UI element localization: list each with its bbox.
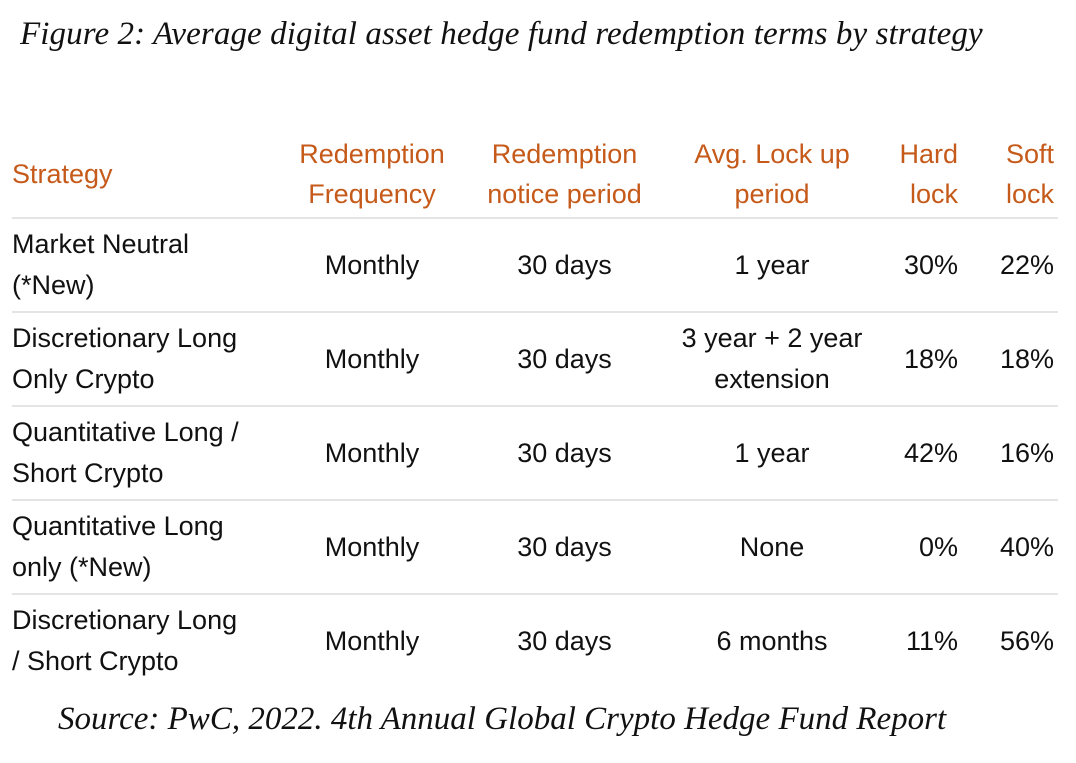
cell-lock-up-period: 1 year [667,218,877,313]
header-line: period [734,179,810,209]
strategy-line: (*New) [12,270,95,300]
header-hard-lock: Hard lock [877,131,962,219]
cell-frequency: Monthly [282,500,462,595]
header-line: Redemption [491,139,638,169]
cell-lock-up-period: 6 months [667,594,877,687]
strategy-line: Discretionary Long [12,323,238,353]
lockup-line: extension [714,364,830,394]
strategy-line: Discretionary Long [12,605,238,635]
cell-frequency: Monthly [282,406,462,501]
figure-title: Figure 2: Average digital asset hedge fu… [20,16,983,52]
strategy-line: Only Crypto [12,364,155,394]
header-avg-lock-up-period: Avg. Lock up period [667,131,877,219]
cell-soft-lock: 56% [999,625,1054,656]
cell-notice-period: 30 days [462,500,667,595]
header-soft-lock: Soft lock [962,131,1058,219]
strategy-line: only (*New) [12,552,152,582]
header-row: Strategy Redemption Frequency Redemption… [12,131,1058,219]
cell-notice-period: 30 days [462,406,667,501]
lockup-line: 1 year [734,249,810,280]
table-row: Quantitative Long / Short Crypto Monthly… [12,406,1058,501]
cell-strategy: Discretionary Long / Short Crypto [12,594,282,687]
header-strategy-line-1: Strategy [12,159,113,189]
table-row: Discretionary Long Only Crypto Monthly 3… [12,312,1058,407]
cell-hard-lock: 18% [877,312,962,407]
cell-hard-lock: 11% [905,625,958,656]
header-strategy: Strategy [12,131,282,219]
redemption-terms-table: Strategy Redemption Frequency Redemption… [12,131,1058,687]
header-line: Redemption [299,139,445,169]
cell-soft-lock: 16% [962,406,1058,501]
header-redemption-frequency: Redemption Frequency [282,131,462,219]
cell-soft-lock: 18% [962,312,1058,407]
header-line: lock [1005,179,1054,209]
source-citation: Source: PwC, 2022. 4th Annual Global Cry… [58,701,947,737]
cell-lock-up-period: 3 year + 2 year extension [667,312,877,407]
cell-soft-lock: 40% [962,500,1058,595]
cell-soft-lock: 22% [962,218,1058,313]
cell-notice-period: 30 days [517,625,612,656]
cell-lock-up-period: 1 year [667,406,877,501]
header-line: Frequency [308,179,436,209]
lockup-line: 3 year + 2 year [681,323,863,353]
strategy-line: Quantitative Long / [12,417,239,447]
cell-frequency: Monthly [324,625,420,656]
table-header: Strategy Redemption Frequency Redemption… [12,131,1058,219]
cell-frequency: Monthly [282,218,462,313]
table-row: Market Neutral (*New) Monthly 30 days 1 … [12,218,1058,313]
table-body: Market Neutral (*New) Monthly 30 days 1 … [12,218,1058,687]
cell-strategy: Quantitative Long / Short Crypto [12,406,282,501]
header-line: notice period [487,179,642,209]
header-redemption-notice-period: Redemption notice period [462,131,667,219]
cell-notice-period: 30 days [462,218,667,313]
table-row: Quantitative Long only (*New) Monthly 30… [12,500,1058,595]
cell-hard-lock: 42% [877,406,962,501]
lockup-line: 1 year [734,437,810,468]
cell-strategy: Market Neutral (*New) [12,218,282,313]
lockup-line: None [739,531,805,562]
lockup-line: 6 months [716,625,828,656]
cell-frequency: Monthly [282,312,462,407]
strategy-line: Quantitative Long [12,511,224,541]
header-line: Avg. Lock up [694,139,850,169]
strategy-line: / Short Crypto [12,646,179,676]
header-line: Hard [899,139,958,169]
header-line: lock [909,179,958,209]
cell-hard-lock: 30% [877,218,962,313]
cell-notice-period: 30 days [462,312,667,407]
cell-strategy: Quantitative Long only (*New) [12,500,282,595]
cell-strategy: Discretionary Long Only Crypto [12,312,282,407]
table-row: Discretionary Long / Short Crypto Monthl… [12,594,1058,687]
header-line: Soft [1005,139,1054,169]
cell-hard-lock: 0% [877,500,962,595]
cell-lock-up-period: None [667,500,877,595]
strategy-line: Short Crypto [12,458,164,488]
strategy-line: Market Neutral [12,229,190,259]
